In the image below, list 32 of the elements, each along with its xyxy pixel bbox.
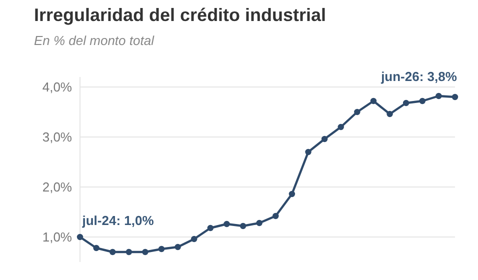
point: [305, 148, 312, 156]
point: [272, 212, 279, 220]
point: [224, 220, 230, 228]
point: [110, 248, 116, 256]
point: [402, 100, 410, 106]
point: [370, 98, 377, 104]
point: [93, 244, 100, 252]
y-tick-label: 2,0%: [42, 180, 72, 195]
point: [386, 110, 393, 118]
point: [354, 108, 360, 116]
point: [76, 234, 84, 240]
point: [126, 248, 132, 256]
y-tick-label: 3,0%: [42, 130, 72, 145]
point: [338, 124, 344, 130]
point: [207, 224, 214, 232]
point: [321, 136, 328, 142]
chart-subtitle: En % del monto total: [34, 33, 154, 48]
point: [419, 98, 426, 104]
annotation: jul-24: 1,0%: [81, 213, 154, 228]
point: [174, 244, 181, 250]
point: [240, 222, 246, 230]
point: [158, 246, 165, 252]
point: [452, 94, 458, 100]
point: [142, 248, 148, 256]
y-tick-label: 4,0%: [42, 80, 72, 95]
point: [256, 220, 262, 226]
annotation: jun-26: 3,8%: [380, 69, 458, 84]
y-tick-label: 1,0%: [42, 230, 72, 245]
point: [436, 92, 442, 100]
chart-title: Irregularidad del crédito industrial: [34, 5, 326, 26]
point: [191, 236, 198, 242]
point: [288, 190, 296, 198]
